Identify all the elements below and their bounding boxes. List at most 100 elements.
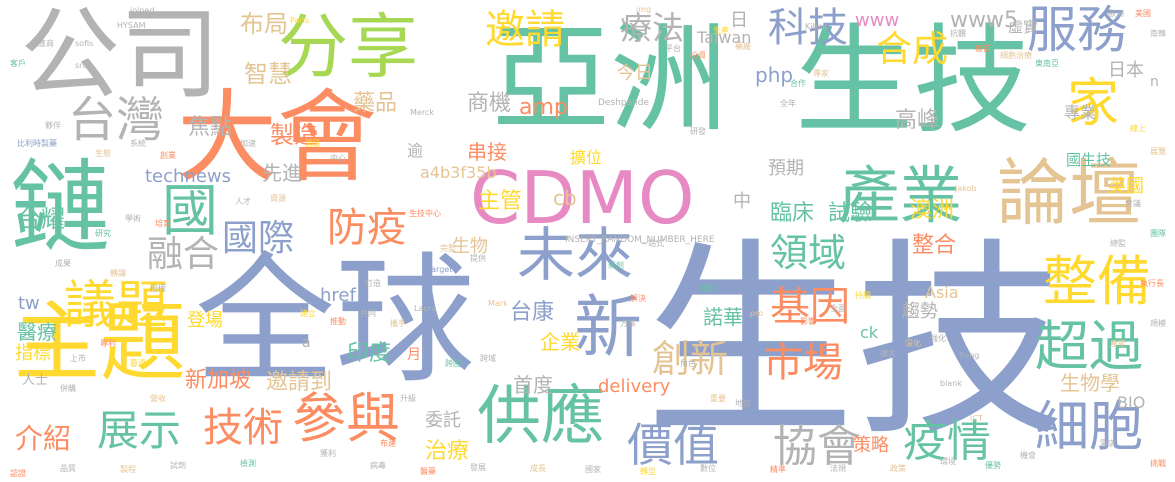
cloud-word-62: 醫療 [17,320,57,344]
cloud-word-small-75: 培育 [155,219,171,228]
cloud-word-67: 企業 [540,330,580,354]
cloud-word-small-55: 成長 [530,464,546,473]
cloud-word-13: 產業 [838,159,963,232]
cloud-word-9: 主題 [14,293,186,393]
cloud-word-58: 先進 [262,161,302,185]
cloud-word-small-53: 轉型 [640,467,656,476]
cloud-word-79: 虛實 [1008,18,1039,36]
cloud-word-26: 療法 [620,9,685,47]
cloud-word-28: 防疫 [327,205,407,251]
cloud-word-small-100: 方案 [620,319,636,328]
cloud-word-43: 焦點 [188,115,233,140]
cloud-word-6: 公司 [20,0,220,113]
cloud-word-1: 全球 [195,240,476,403]
cloud-word-small-49: 政策 [890,464,906,473]
cloud-word-80: 人士 [22,373,49,388]
cloud-word-15: 細胞 [1035,395,1143,458]
cloud-word-small-51: 精準 [770,465,786,474]
cloud-word-small-77: 研究 [95,229,111,238]
cloud-word-77: 今日 [617,63,653,84]
cloud-word-94: 月 [407,347,421,363]
cloud-word-small-5: Mark [488,299,508,308]
cloud-word-11: 服務 [1027,1,1127,59]
cloud-word-small-86: 獲利 [320,449,336,458]
cloud-word-small-54: 國家 [585,465,601,474]
cloud-word-small-68: 系統 [130,139,146,148]
cloud-word-small-63: 認證 [10,469,26,478]
cloud-word-96: Asia [925,283,959,302]
cloud-word-85: php [755,63,794,87]
cloud-word-small-87: 布建 [380,439,396,448]
cloud-word-54: 國生技 [1066,151,1112,169]
cloud-word-small-20: 新創 [608,261,624,270]
cloud-word-small-79: 轉譯 [110,269,126,278]
cloud-word-14: 供應 [477,380,605,454]
cloud-word-99: n [1150,74,1159,90]
cloud-word-small-12: Fung [960,351,980,360]
cloud-word-95: delivery [598,376,671,397]
cloud-word-4: CDMO [470,156,695,240]
cloud-word-small-88: 升級 [400,394,416,403]
cloud-word-small-104: 地位 [735,399,751,408]
cloud-word-small-23: 藥廠 [735,42,751,51]
cloud-word-small-25: 平台 [665,44,681,53]
cloud-word-small-27: 全年 [780,99,796,108]
cloud-word-small-34: 美國 [1135,9,1151,18]
cloud-word-35: 技術 [203,405,283,451]
cloud-word-small-42: 規模 [1150,319,1166,328]
cloud-word-small-69: 創業 [160,151,176,160]
cloud-word-48: 臨床 [770,201,815,226]
cloud-word-46: 商機 [467,91,512,116]
cloud-word-small-105: 影響 [800,317,816,326]
cloud-word-small-85: 營收 [150,394,166,403]
cloud-word-small-6: Paris [290,16,310,25]
cloud-word-small-48: 環境 [940,457,956,466]
cloud-word-small-60: 試劑 [170,461,186,470]
cloud-word-57: 台耀 [17,205,65,233]
cloud-word-61: 登場 [187,310,223,331]
cloud-word-78: 專業 [1064,103,1097,122]
cloud-word-small-3: target [428,265,453,274]
cloud-word-38: 市場 [763,340,843,386]
cloud-word-small-72: 中心 [330,154,346,163]
cloud-word-small-4: Laura [414,304,437,313]
cloud-word-39: 基因 [770,284,850,330]
cloud-word-small-82: 上市 [70,354,86,363]
cloud-word-40: 領域 [770,231,847,275]
cloud-word-small-36: 線上 [1130,124,1146,133]
cloud-word-55: 預期 [768,158,804,179]
cloud-word-small-64: 供應商 [30,39,54,48]
cloud-word-small-41: 執行長 [1140,279,1164,288]
cloud-word-small-71: 園區 [305,139,321,148]
cloud-word-10: 論壇 [997,151,1142,235]
cloud-word-small-83: 募資 [130,359,146,368]
cloud-word-small-84: 併購 [60,384,76,393]
cloud-word-87: a4b3f35b [420,163,497,182]
cloud-word-small-0: INSERT_RANDOM_NUMBER_HERE [565,235,715,245]
cloud-word-small-52: 數位 [700,464,716,473]
cloud-word-small-59: 檢測 [240,459,256,468]
cloud-word-small-99: 解決 [630,294,646,303]
cloud-word-24: 邀請 [485,7,565,53]
cloud-word-small-94: 打造 [365,279,381,288]
cloud-word-small-80: 授權 [150,284,166,293]
cloud-word-small-14: pro [750,309,764,318]
cloud-word-small-74: 人才 [235,197,251,206]
cloud-word-42: 智慧 [244,60,292,88]
cloud-word-small-16: ICT [970,414,983,423]
cloud-word-37: 創新 [652,337,729,381]
cloud-word-50: 澳洲 [910,198,955,223]
cloud-word-small-18: 比利時製藥 [17,139,57,148]
cloud-word-76: 整合 [912,233,957,258]
cloud-word-small-78: 成果 [55,259,71,268]
cloud-word-small-62: 品質 [60,464,76,473]
cloud-word-small-40: 總監 [1110,239,1126,248]
cloud-word-60: 生物 [452,236,488,257]
cloud-word-small-70: 加速 [240,139,256,148]
cloud-word-97: ck [860,323,879,342]
cloud-word-90: 中 [733,191,751,212]
cloud-word-small-50: 法規 [830,464,846,473]
cloud-word-98: BIO [1117,393,1146,412]
cloud-word-small-44: 需求 [1100,439,1116,448]
cloud-word-small-81: 專利 [100,339,116,348]
